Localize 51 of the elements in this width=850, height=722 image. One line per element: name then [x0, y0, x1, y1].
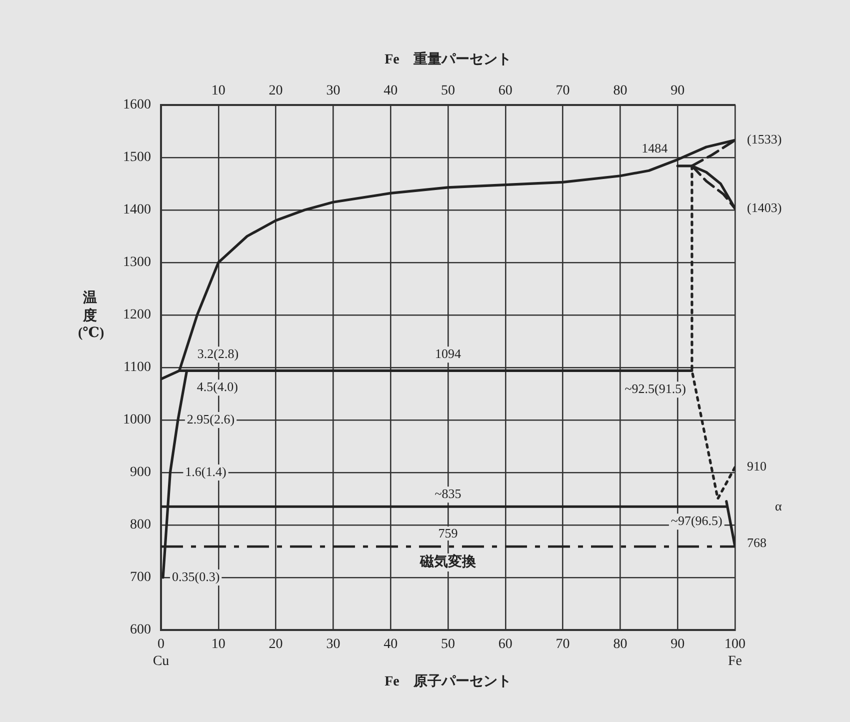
annotation: 0.35(0.3) [172, 568, 220, 584]
annotation: ~97(96.5) [670, 513, 722, 528]
annotation: 768 [747, 534, 766, 550]
y-tick-label: 1100 [124, 360, 151, 376]
x-tick-label: 100 Fe [724, 637, 746, 669]
x2-tick-label: 10 [211, 83, 226, 98]
annotation: 910 [747, 458, 766, 474]
annotation: (1533) [747, 132, 782, 147]
x2-tick-label: 30 [326, 83, 340, 98]
x2-tick-label: 80 [613, 83, 628, 98]
ref-line-label: 759 [438, 525, 458, 540]
x2-tick-label: 50 [441, 83, 455, 98]
x-tick-label: 80 [613, 637, 628, 652]
text: α [775, 498, 782, 514]
x-tick-label: 70 [556, 637, 570, 652]
annotation: ~835 [434, 486, 462, 502]
y-tick-label: 1000 [123, 412, 151, 428]
annotation: 4.5(4.0) [196, 379, 238, 394]
annotation: 1094 [435, 346, 462, 362]
x-tick-label: 50 [441, 637, 455, 652]
annotation: 磁気変換 [419, 553, 477, 570]
x2-tick-label: 90 [670, 83, 685, 98]
y-tick-label: 1400 [123, 202, 151, 218]
x-tick-label: 10 [211, 637, 226, 652]
annotation: 1484 [642, 140, 668, 156]
y-tick-label: 1200 [123, 308, 151, 323]
y-tick-label: 900 [130, 465, 151, 480]
y-axis-title: 温度(℃) [78, 290, 104, 342]
y-tick-label: 700 [130, 570, 151, 586]
annotation: 3.2(2.8) [197, 346, 239, 362]
annotation: (1403) [747, 200, 782, 215]
y-tick-label: 1600 [123, 98, 151, 113]
x-tick-label: 0 Cu [152, 637, 170, 669]
y-tick-label: 600 [130, 622, 151, 638]
annotation: 1.6(1.4) [185, 464, 226, 479]
x2-tick-label: 40 [384, 83, 398, 98]
x-tick-label: 20 [268, 637, 283, 652]
x2-axis-title: Fe 重量パーセント [384, 52, 512, 68]
x2-tick-label: 20 [268, 83, 283, 98]
y-tick-label: 800 [130, 518, 151, 533]
x-tick-label: 60 [498, 637, 512, 652]
x-tick-label: 90 [670, 637, 685, 652]
y-tick-label: 1300 [123, 255, 151, 270]
x-tick-label: 40 [384, 637, 398, 652]
x-tick-label: 30 [326, 637, 340, 652]
x2-tick-label: 70 [556, 83, 570, 98]
annotation: 2.95(2.6) [186, 411, 235, 426]
x-axis-title: Fe 原子パーセント [384, 674, 512, 690]
annotation: ~92.5(91.5) [624, 381, 686, 396]
y-tick-label: 1500 [123, 150, 151, 166]
x2-tick-label: 60 [498, 83, 512, 98]
